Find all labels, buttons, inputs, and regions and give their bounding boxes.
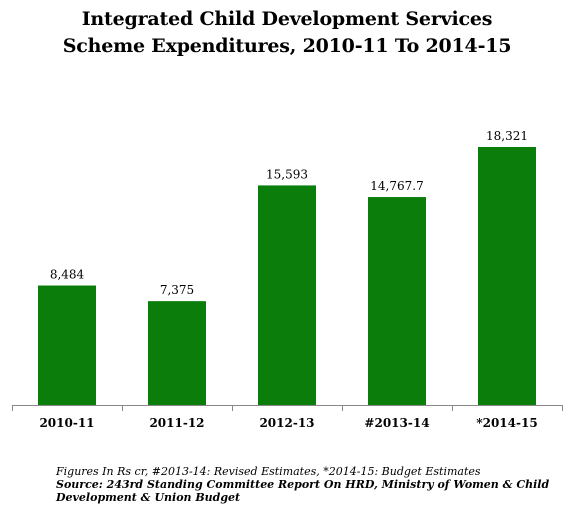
chart-title-line-2: Scheme Expenditures, 2010-11 To 2014-15 [62, 35, 512, 57]
bar-#2013-14 [368, 197, 426, 405]
chart-title: Integrated Child Development Services Sc… [0, 6, 574, 60]
chart-source: Source: 243rd Standing Committee Report … [56, 478, 550, 504]
bar-*2014-15 [478, 147, 536, 405]
x-tick-label: 2010-11 [39, 416, 94, 430]
x-tick-label: #2013-14 [364, 416, 429, 430]
chart-note: Figures In Rs cr, #2013-14: Revised Esti… [56, 465, 481, 478]
x-tick-label: 2012-13 [259, 416, 314, 430]
data-label: 15,593 [266, 167, 308, 181]
data-label: 8,484 [50, 268, 85, 282]
bar-2011-12 [148, 301, 206, 405]
data-label: 7,375 [160, 283, 194, 297]
data-label: 18,321 [486, 129, 528, 143]
x-tick-label: 2011-12 [149, 416, 204, 430]
bar-2012-13 [258, 185, 316, 405]
chart-title-line-1: Integrated Child Development Services [81, 8, 493, 30]
bar-2010-11 [38, 285, 96, 405]
data-label: 14,767.7 [370, 179, 423, 193]
x-tick-label: *2014-15 [476, 416, 537, 430]
